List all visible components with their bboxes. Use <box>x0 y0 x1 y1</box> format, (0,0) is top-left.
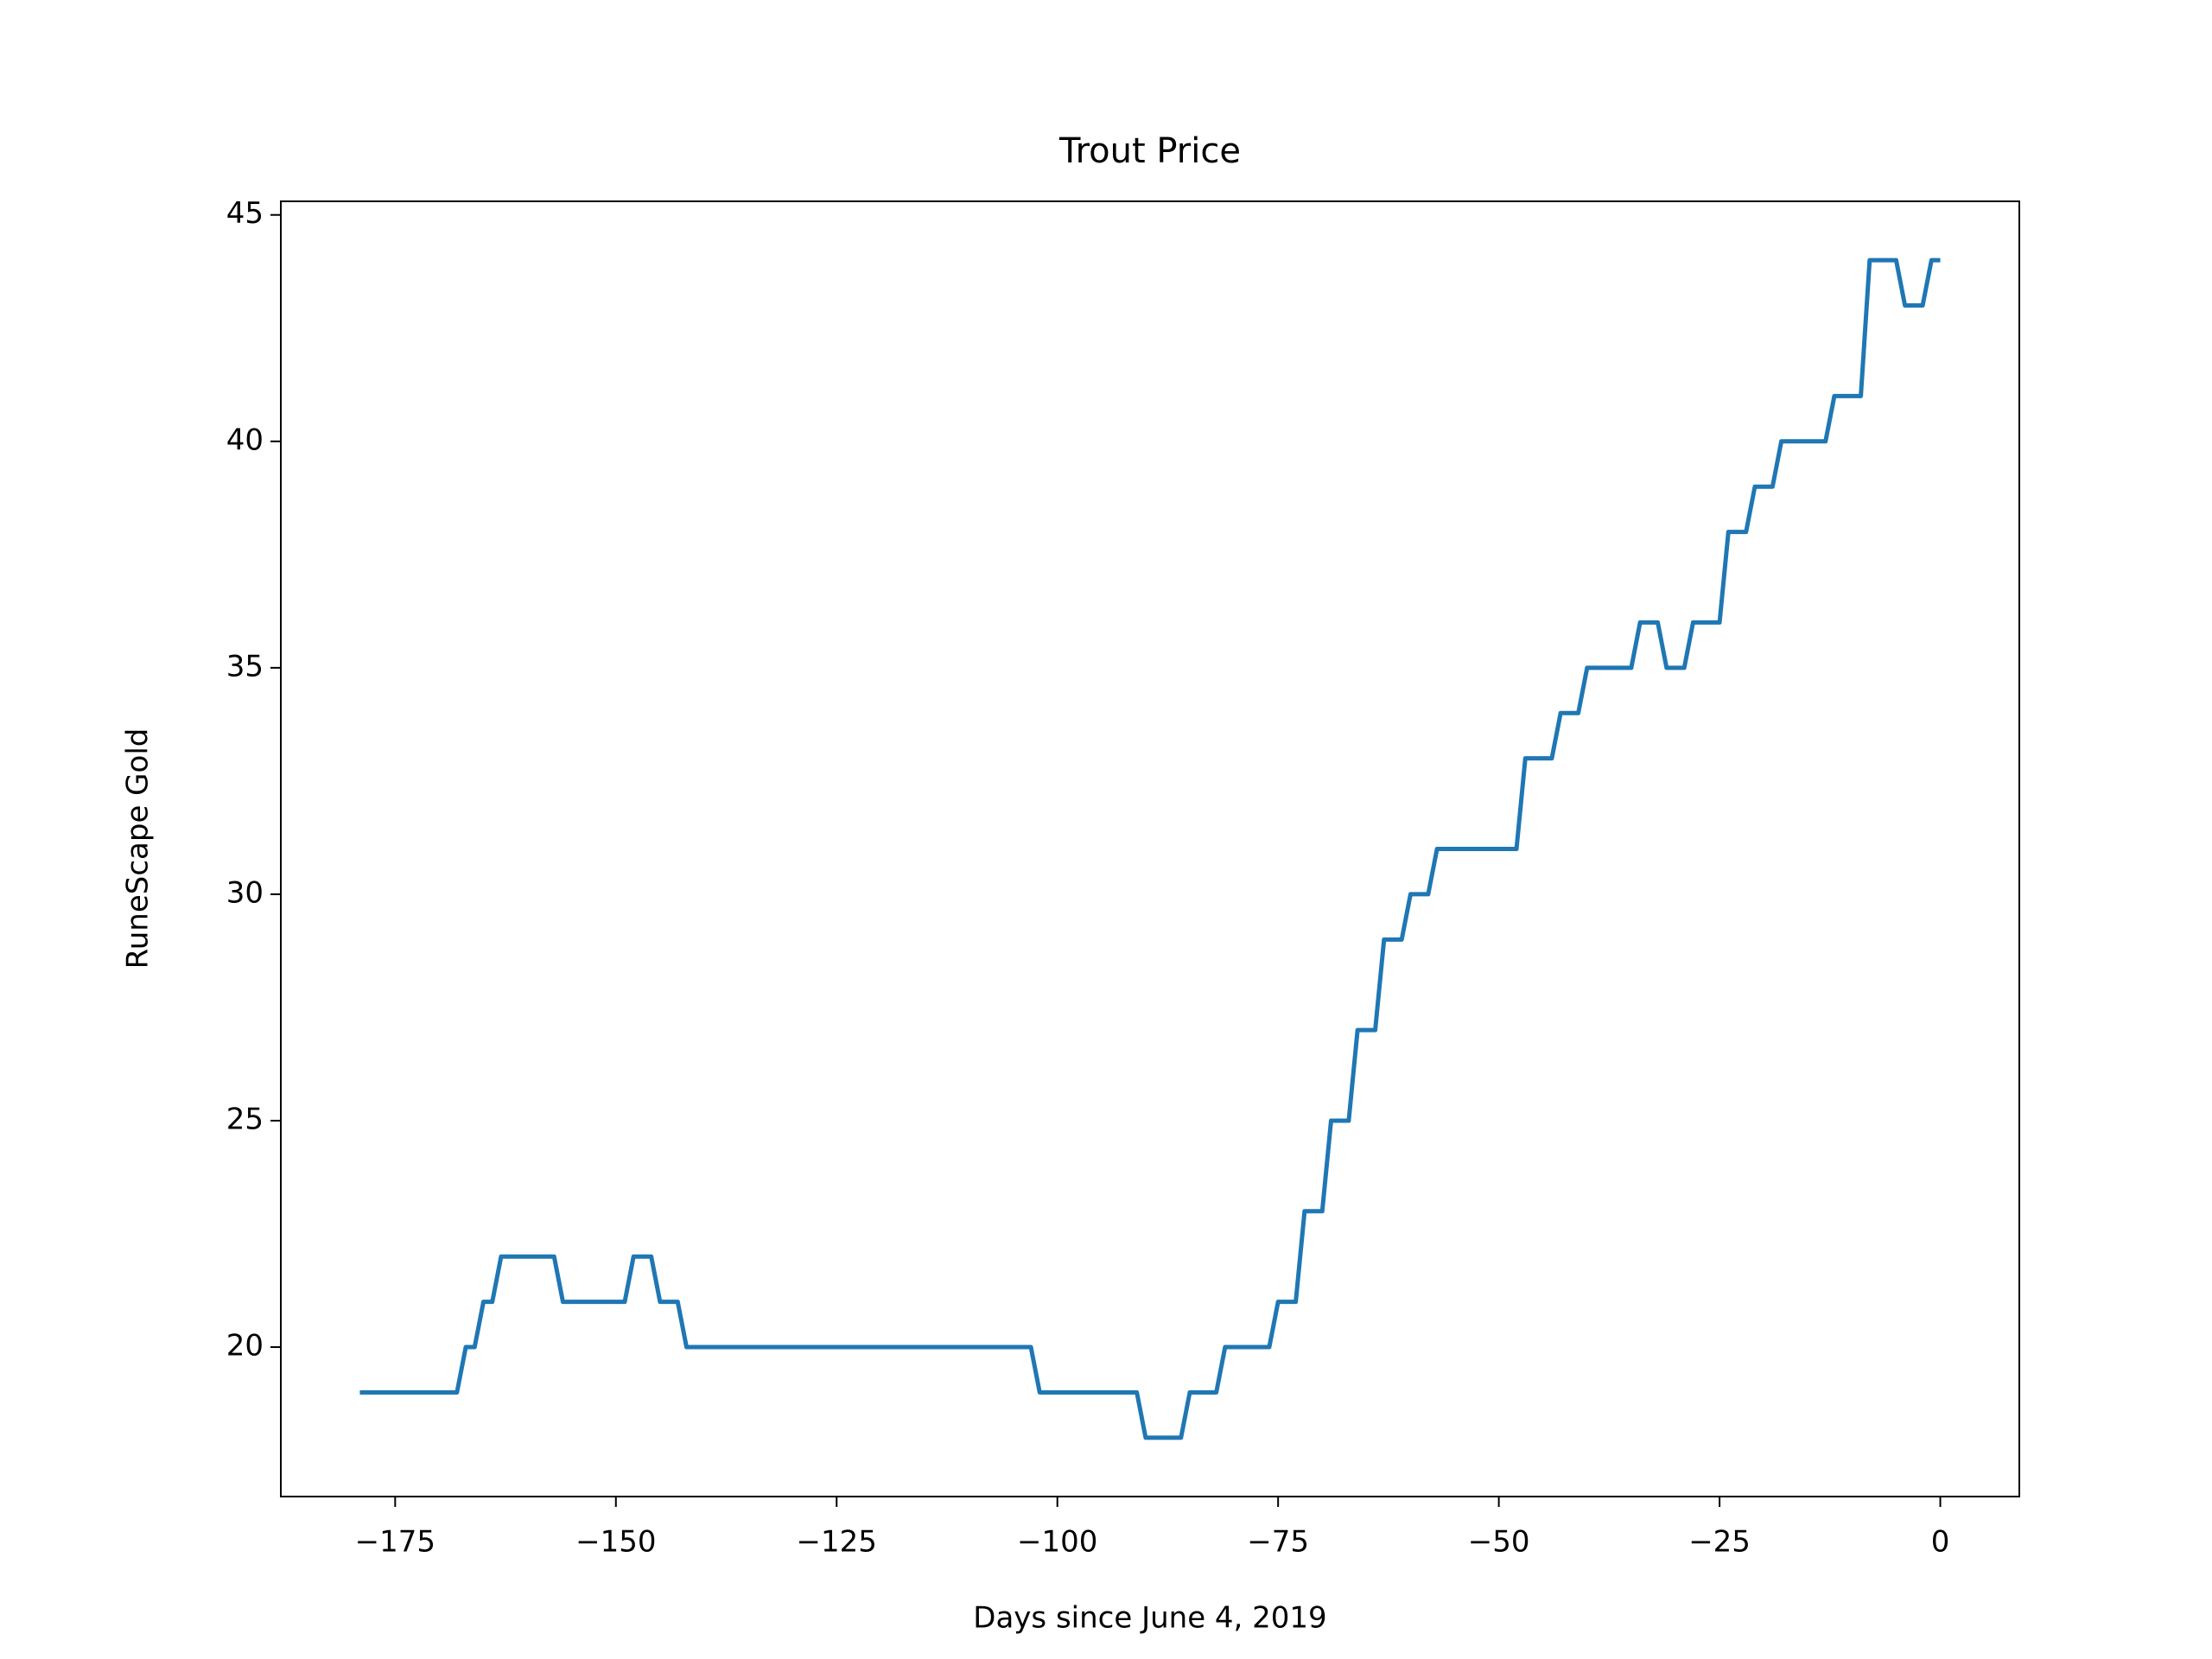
x-tick-label: −100 <box>1017 1525 1097 1560</box>
x-axis-label: Days since June 4, 2019 <box>973 1601 1326 1636</box>
plot-frame <box>280 200 2020 1497</box>
x-tick-label: −25 <box>1688 1525 1751 1560</box>
x-tick-label: −125 <box>797 1525 877 1560</box>
x-tick-label: −75 <box>1247 1525 1309 1560</box>
y-axis-label: RuneScape Gold <box>121 728 156 969</box>
x-tick-label: −50 <box>1468 1525 1530 1560</box>
x-tick-label: −175 <box>355 1525 435 1560</box>
line-series <box>359 257 1941 1440</box>
y-tick-label: 45 <box>226 196 264 231</box>
y-tick-label: 35 <box>226 649 264 683</box>
x-tick-label: 0 <box>1931 1525 1950 1560</box>
y-tick-label: 30 <box>226 875 264 910</box>
y-tick-label: 25 <box>226 1102 264 1136</box>
chart-title: Trout Price <box>1058 131 1241 171</box>
y-tick-label: 20 <box>226 1329 264 1363</box>
x-tick-label: −150 <box>575 1525 656 1560</box>
y-tick-label: 40 <box>226 423 264 457</box>
